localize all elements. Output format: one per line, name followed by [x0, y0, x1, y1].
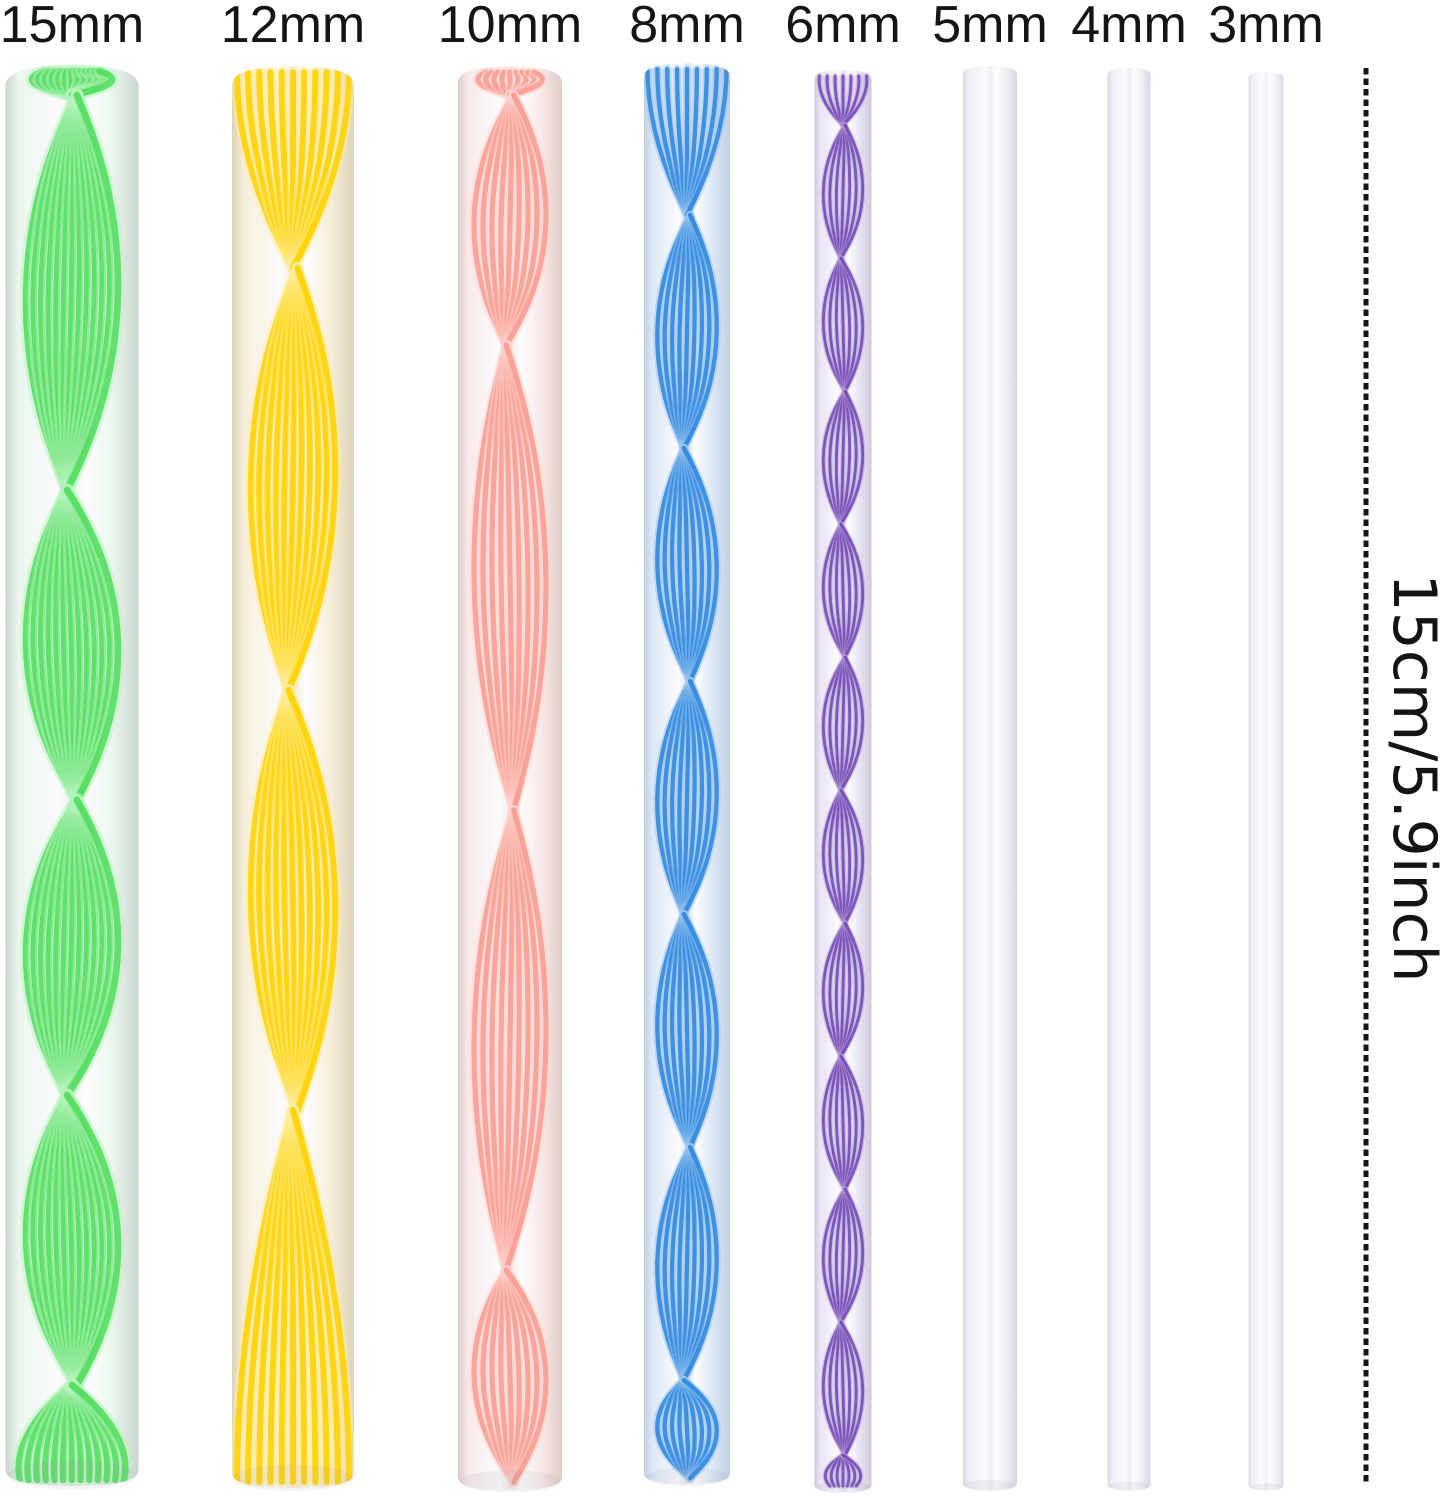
rod-15mm: [5, 65, 139, 1490]
rod-5mm: [963, 66, 1017, 1492]
size-label-4mm: 4mm: [1071, 0, 1187, 54]
rod-10mm: [458, 66, 562, 1493]
size-label-10mm: 10mm: [437, 0, 583, 54]
size-label-15mm: 15mm: [0, 0, 145, 54]
size-label-6mm: 6mm: [785, 0, 901, 54]
size-label-12mm: 12mm: [220, 0, 366, 54]
rod-8mm: [644, 63, 730, 1487]
size-label-8mm: 8mm: [629, 0, 745, 54]
rod-4mm: [1107, 68, 1151, 1492]
length-label: 15cm/5.9inch: [1379, 573, 1447, 983]
rod-12mm: [232, 66, 354, 1491]
size-label-3mm: 3mm: [1208, 0, 1324, 54]
size-label-5mm: 5mm: [932, 0, 1048, 54]
rod-3mm: [1248, 72, 1284, 1491]
rod-6mm: [814, 70, 872, 1494]
